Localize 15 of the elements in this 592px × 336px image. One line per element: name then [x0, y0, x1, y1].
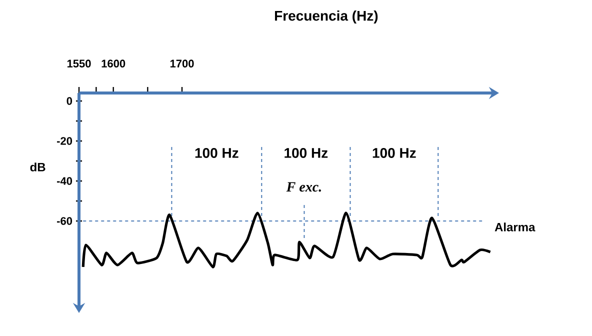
- y-tick-label: 0: [66, 97, 72, 105]
- annotation: 100 Hz: [195, 148, 238, 158]
- x-tick-label: 1550: [67, 60, 91, 68]
- x-axis-title: Frecuencia (Hz): [275, 10, 378, 24]
- x-tick-label: 1700: [170, 60, 194, 68]
- y-tick-label: -20: [57, 137, 72, 145]
- line-series: [82, 212, 492, 268]
- ref-line-label: Alarma: [494, 222, 536, 232]
- annotation: F exc.: [286, 182, 321, 192]
- annotation: 100 Hz: [284, 148, 328, 158]
- y-tick-label: -60: [57, 217, 72, 225]
- annotation: 100 Hz: [372, 148, 416, 158]
- x-tick-label: 1600: [102, 60, 126, 68]
- y-axis-title: dB: [30, 162, 46, 172]
- y-tick-label: -40: [57, 177, 72, 185]
